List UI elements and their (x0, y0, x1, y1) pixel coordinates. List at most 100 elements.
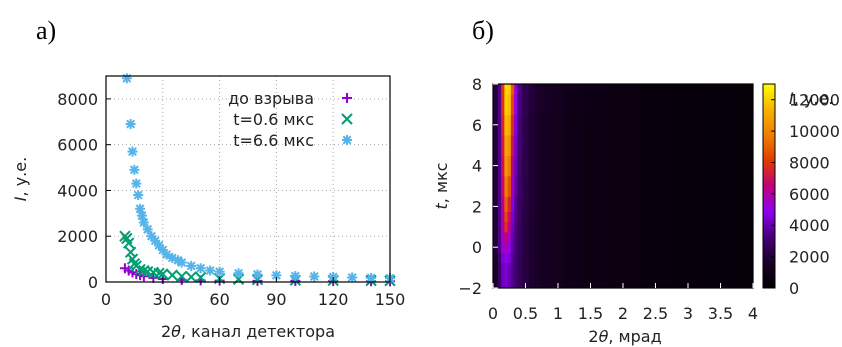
scatter-y-tick-label: 0 (88, 273, 98, 292)
heatmap-cell (501, 155, 505, 177)
heatmap-cell (564, 231, 582, 243)
heatmap-cell (704, 175, 738, 197)
heatmap-cell (528, 221, 536, 233)
heatmap-cell (606, 94, 640, 116)
heatmap-cell (580, 114, 608, 136)
heatmap-cell (501, 221, 505, 233)
heatmap-cell (504, 221, 509, 233)
heatmap-cell (564, 135, 582, 156)
heatmap-cell (497, 135, 502, 156)
heatmap-cell (564, 221, 582, 233)
heatmap-cell (497, 221, 502, 233)
heatmap-cell (514, 114, 518, 136)
scatter-y-tick-label: 6000 (57, 136, 98, 155)
heatmap-cell (639, 231, 673, 243)
heatmap-y-tick-label: 6 (472, 116, 482, 135)
heatmap-cell (522, 155, 530, 177)
heatmap-cell (580, 262, 608, 279)
heatmap-y-tick-label: 8 (472, 75, 482, 94)
scatter-point-s1 (185, 271, 197, 283)
heatmap-cell (504, 94, 509, 116)
heatmap-cell (528, 94, 536, 116)
legend-marker-2 (342, 135, 352, 145)
heatmap-cell (639, 196, 673, 212)
heatmap-cell (736, 135, 754, 156)
heatmap-cell (671, 221, 705, 233)
scatter-point-s2 (290, 271, 301, 282)
legend-marker-1 (341, 113, 353, 125)
heatmap-cell (551, 175, 565, 197)
scatter-x-tick-label: 150 (375, 290, 406, 309)
scatter-point-s0 (148, 272, 159, 283)
heatmap-cell (514, 94, 518, 116)
heatmap-cell (639, 211, 673, 223)
scatter-point-s2 (121, 73, 132, 84)
heatmap-cell (517, 231, 523, 243)
heatmap-cell (639, 94, 673, 116)
colorbar-tick-label: 10000 (789, 122, 840, 141)
scatter-point-s1 (176, 270, 188, 282)
heatmap-x-tick-label: 0.5 (513, 304, 538, 323)
heatmap-cell (606, 196, 640, 212)
scatter-legend: до взрыва t=0.6 мкс t=6.6 мкс (228, 89, 353, 150)
heatmap-cell (639, 114, 673, 136)
scatter-point-s2 (135, 203, 146, 214)
heatmap-cell (522, 252, 530, 263)
heatmap-cell (551, 262, 565, 279)
heatmap-cell (528, 242, 536, 253)
heatmap-cell (535, 94, 543, 116)
heatmap-cell (736, 175, 754, 197)
scatter-y-axis-label: I, у.е. (11, 157, 30, 201)
scatter-point-s1 (123, 237, 135, 249)
heatmap-x-tick-label: 2 (618, 304, 628, 323)
heatmap-cell (517, 175, 523, 197)
heatmap-cell (497, 242, 502, 253)
heatmap-cell (493, 221, 499, 233)
scatter-point-s1 (138, 264, 150, 277)
scatter-point-s2 (176, 257, 187, 268)
heatmap-cell (504, 262, 509, 279)
scatter-point-s1 (153, 267, 165, 280)
heatmap-cell (671, 211, 705, 223)
heatmap-cell (514, 135, 518, 156)
heatmap-cell (497, 84, 502, 95)
heatmap-cell (522, 196, 530, 212)
heatmap-cell (580, 94, 608, 116)
heatmap-cell (564, 155, 582, 177)
heatmap-cell (704, 135, 738, 156)
heatmap-x-tick-label: 1.5 (578, 304, 603, 323)
heatmap-cell (704, 84, 738, 95)
panel-label-right: б) (472, 16, 494, 45)
heatmap-cell (564, 175, 582, 197)
scatter-x-axis-label-rest: , канал детектора (181, 322, 335, 341)
heatmap-cell (564, 277, 582, 289)
heatmap-cell (510, 175, 515, 197)
scatter-point-s1 (124, 246, 137, 258)
scatter-x-axis-label: 2θ, канал детектора (161, 322, 335, 341)
heatmap-cell (501, 84, 505, 95)
heatmap-x-tick-label: 3 (683, 304, 693, 323)
heatmap-cell (514, 155, 518, 177)
colorbar: 0 2000 4000 6000 8000 10000 12000 I, у.е. (762, 83, 840, 298)
heatmap-cell (580, 277, 608, 289)
heatmap-cell (528, 175, 536, 197)
heatmap-cell (671, 84, 705, 95)
scatter-point-s2 (129, 164, 140, 175)
heatmap-cell (504, 252, 509, 263)
heatmap-cell (551, 94, 565, 116)
heatmap-cell (671, 242, 705, 253)
heatmap-cell (528, 262, 536, 279)
heatmap-cell (671, 252, 705, 263)
heatmap-cell (535, 196, 543, 212)
heatmap-cell (704, 94, 738, 116)
heatmap-cell (510, 262, 515, 279)
heatmap-cell (497, 231, 502, 243)
scatter-point-s1 (166, 269, 178, 281)
scatter-x-tick-label: 120 (318, 290, 349, 309)
heatmap-cell (736, 211, 754, 223)
scatter-x-tick-label: 60 (209, 290, 229, 309)
heatmap-cell (580, 211, 608, 223)
heatmap-x-tick-label: 3.5 (708, 304, 733, 323)
heatmap-cell (507, 196, 512, 212)
